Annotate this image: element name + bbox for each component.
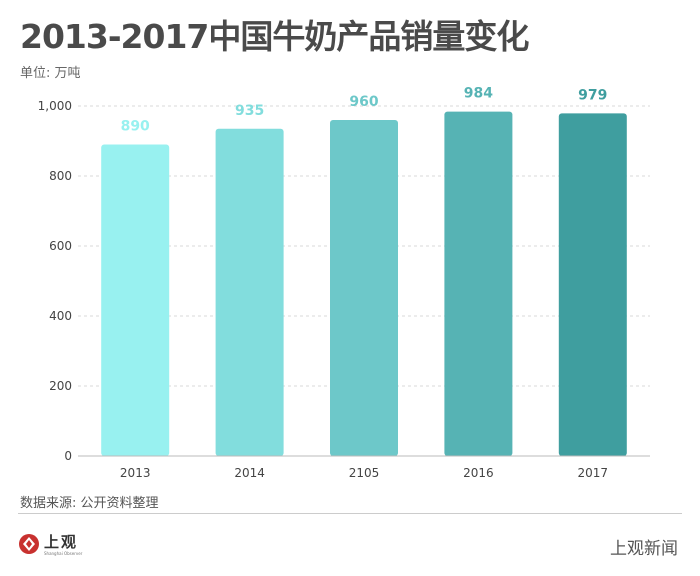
y-tick-label: 200 [49, 379, 72, 393]
y-tick-label: 800 [49, 169, 72, 183]
logo-mark-icon [19, 534, 39, 554]
x-tick-labels: 2013 2014 2105 2016 2017 [120, 466, 608, 480]
bar-2016 [444, 111, 513, 456]
brand-name: 上观新闻 [610, 539, 678, 559]
bar-2105 [330, 120, 398, 456]
x-tick-label: 2014 [234, 466, 265, 480]
y-tick-label: 600 [49, 239, 72, 253]
value-label: 960 [349, 94, 378, 110]
x-tick-label: 2017 [578, 466, 609, 480]
logo-text: 上观 [44, 533, 79, 551]
logo: 上观 Shanghai Observer [18, 530, 88, 560]
value-label: 979 [578, 87, 607, 103]
grid-lines [78, 105, 650, 387]
value-label: 984 [464, 86, 493, 102]
y-tick-label: 400 [49, 309, 72, 323]
x-tick-label: 2016 [463, 466, 494, 480]
chart-title: 2013-2017中国牛奶产品销量变化 [20, 17, 529, 56]
data-source: 数据来源: 公开资料整理 [20, 496, 159, 511]
footer-divider [18, 513, 682, 514]
bars [101, 111, 627, 456]
y-tick-labels: 0 200 400 600 800 1,000 [38, 99, 72, 463]
bar-2017 [558, 113, 627, 456]
logo-subtext: Shanghai Observer [44, 551, 83, 556]
value-labels: 890 935 960 984 979 [121, 86, 608, 135]
y-tick-label: 0 [64, 449, 72, 463]
value-label: 935 [235, 103, 264, 119]
bar-2014 [215, 128, 284, 456]
x-tick-label: 2105 [349, 466, 380, 480]
y-tick-label: 1,000 [38, 99, 72, 113]
x-tick-label: 2013 [120, 466, 151, 480]
bar-2013 [101, 144, 170, 456]
unit-label: 单位: 万吨 [20, 66, 81, 81]
value-label: 890 [121, 119, 150, 135]
